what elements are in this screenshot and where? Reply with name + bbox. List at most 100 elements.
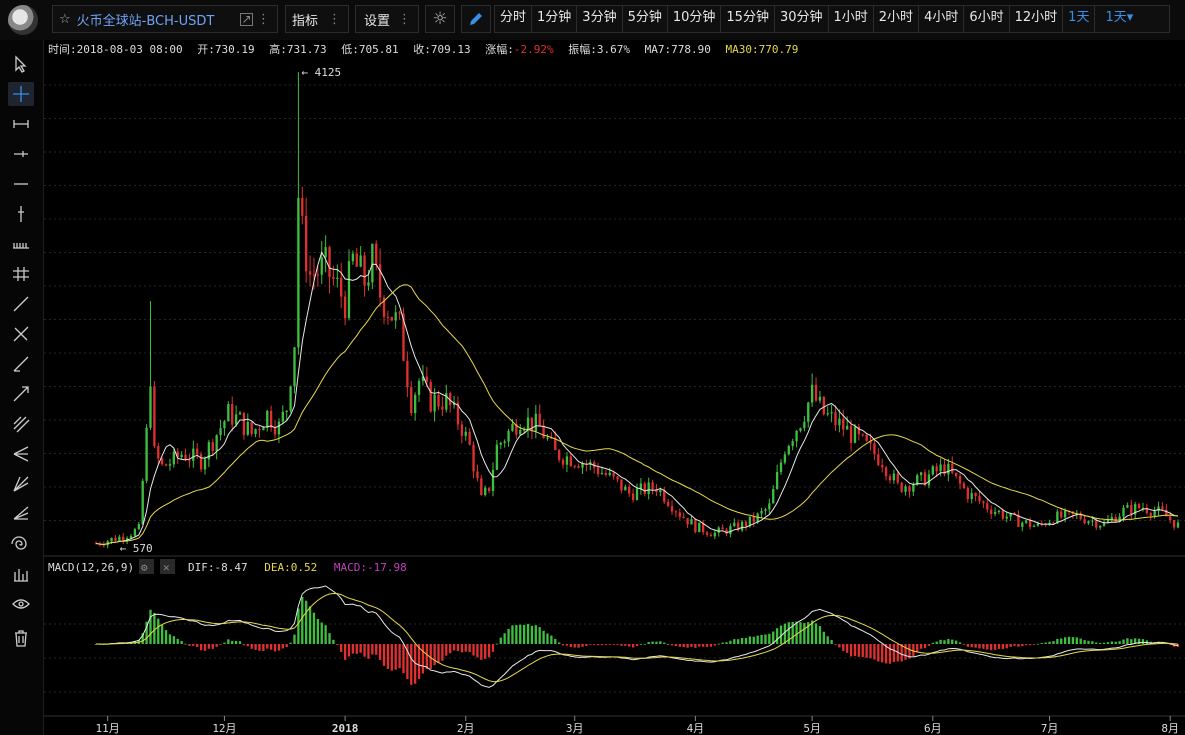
macd-bar — [1052, 641, 1055, 644]
trash-icon[interactable] — [8, 626, 34, 650]
period-tab[interactable]: 30分钟 — [775, 6, 829, 32]
extended-line-icon[interactable] — [8, 352, 34, 376]
macd-bar — [277, 644, 281, 651]
period-tab[interactable]: 10分钟 — [668, 6, 722, 32]
arrow-icon[interactable] — [8, 382, 34, 406]
period-tab[interactable]: 5分钟 — [623, 6, 668, 32]
ray-icon[interactable] — [8, 292, 34, 316]
pitchfork-icon[interactable] — [8, 442, 34, 466]
horizontal-line-icon[interactable] — [8, 172, 34, 196]
period-tab[interactable]: 15分钟 — [721, 6, 775, 32]
macd-bar — [293, 634, 296, 644]
macd-bar — [881, 644, 884, 663]
time-axis-label: 5月 — [803, 722, 821, 735]
period-tab[interactable]: 1小时 — [829, 6, 874, 32]
candle — [534, 405, 537, 439]
macd-bar — [250, 644, 253, 649]
cursor-icon[interactable] — [8, 52, 34, 76]
candle — [877, 448, 880, 467]
candle — [628, 483, 631, 498]
settings-button[interactable]: 设置 ⋮ — [355, 5, 419, 33]
sun-icon: ☼ — [432, 9, 448, 29]
candle — [1161, 502, 1164, 511]
candle — [694, 518, 697, 534]
period-tab[interactable]: 6小时 — [964, 6, 1010, 32]
popout-icon[interactable]: ↗ — [240, 11, 253, 26]
period-tab[interactable]: 1分钟 — [532, 6, 578, 32]
macd-bar — [557, 642, 561, 644]
parallel-lines-icon[interactable] — [8, 262, 34, 286]
period-tab[interactable]: 分时 — [495, 6, 533, 32]
time-axis-label: 3月 — [566, 722, 584, 735]
arrow-line-icon[interactable] — [8, 322, 34, 346]
vertical-line-icon[interactable] — [8, 202, 34, 226]
time-axis-label: 6月 — [924, 722, 942, 735]
macd-settings-icon[interactable] — [139, 559, 154, 574]
period-dropdown[interactable]: 1天▾ — [1105, 10, 1134, 25]
macd-panel — [94, 585, 1180, 688]
candle — [340, 262, 343, 309]
candle — [846, 416, 849, 430]
parallel-channel-icon[interactable] — [8, 412, 34, 436]
candle — [993, 507, 997, 517]
candle — [869, 433, 872, 451]
macd-bar — [943, 640, 946, 644]
high-label: 高: — [269, 42, 287, 56]
macd-bar — [289, 642, 292, 644]
macd-bar — [569, 644, 572, 648]
candle — [351, 250, 355, 265]
segment-icon[interactable] — [8, 112, 34, 136]
fib-fan-icon[interactable] — [8, 502, 34, 526]
symbol-more-icon[interactable]: ⋮ — [257, 11, 270, 27]
visibility-eye-icon[interactable] — [8, 592, 34, 616]
candle — [437, 390, 440, 410]
candle — [760, 507, 763, 518]
time-value: 2018-08-03 08:00 — [77, 43, 183, 56]
macd-bar — [884, 644, 888, 664]
draw-mode-button[interactable] — [461, 5, 491, 33]
crosshair-icon[interactable] — [8, 82, 34, 106]
gann-fan-icon[interactable] — [8, 472, 34, 496]
candle — [114, 535, 117, 542]
kline-chart[interactable]: ← 4125 ← 570 时间:2018-08-03 08:00 开:730.19… — [44, 40, 1185, 735]
candle — [1060, 507, 1063, 519]
period-tab-active[interactable]: 1天 — [1063, 6, 1096, 32]
macd-bar — [612, 644, 615, 645]
macd-bar — [390, 644, 393, 671]
symbol-selector[interactable]: ☆ 火币全球站-BCH-USDT ↗ ⋮ — [52, 5, 278, 33]
candle — [962, 481, 966, 490]
measure-icon[interactable] — [8, 562, 34, 586]
candle — [935, 463, 938, 478]
indicator-more-icon[interactable]: ⋮ — [328, 11, 341, 27]
indicator-button[interactable]: 指标 ⋮ — [285, 5, 349, 33]
theme-toggle-button[interactable]: ☼ — [425, 5, 455, 33]
price-line-icon[interactable] — [8, 232, 34, 256]
candle — [690, 515, 693, 525]
candle — [830, 404, 833, 423]
macd-bar — [308, 606, 312, 644]
period-tab[interactable]: 12小时 — [1010, 6, 1064, 32]
macd-bar — [694, 644, 697, 648]
macd-bar — [199, 644, 203, 651]
macd-bar — [978, 644, 981, 649]
horizontal-ray-icon[interactable] — [8, 142, 34, 166]
settings-more-icon[interactable]: ⋮ — [398, 11, 411, 27]
ma30-value: 770.79 — [759, 43, 799, 56]
candle — [631, 488, 635, 503]
indicator-label: 指标 — [292, 13, 319, 29]
macd-bar — [499, 637, 502, 644]
macd-bar — [604, 644, 608, 646]
candle — [269, 405, 273, 432]
macd-close-icon[interactable] — [160, 559, 175, 574]
period-tab[interactable]: 4小时 — [919, 6, 965, 32]
macd-bar — [1060, 638, 1063, 644]
open-label: 开: — [197, 43, 215, 56]
gear-glyph: ⚙ — [141, 561, 148, 574]
period-tab[interactable]: 2小时 — [874, 6, 920, 32]
macd-bar — [717, 643, 720, 645]
ohlc-info-bar: 时间:2018-08-03 08:00 开:730.19 高:731.73 低:… — [48, 42, 798, 56]
candle — [316, 265, 320, 287]
period-tab[interactable]: 3分钟 — [577, 6, 623, 32]
fib-spiral-icon[interactable] — [8, 532, 34, 556]
favorite-star-icon[interactable]: ☆ — [59, 11, 71, 27]
